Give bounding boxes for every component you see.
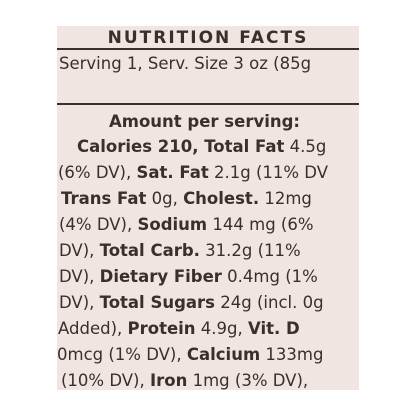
nutrient-line: DV), Dietary Fiber 0.4mg (1% xyxy=(59,266,318,288)
nutrient-value: (6% DV), xyxy=(58,163,137,182)
nutrient-line: 0mcg (1% DV), Calcium 133mg xyxy=(57,344,323,366)
nutrient-line: (6% DV), Sat. Fat 2.1g (11% DV xyxy=(58,162,328,184)
nutrient-line: Calories 210, Total Fat 4.5g xyxy=(77,136,326,158)
nutrient-value: 24g (incl. 0g xyxy=(215,293,324,312)
nutrient-name: Total Carb. xyxy=(99,241,200,260)
serving-rule xyxy=(57,103,359,105)
nutrient-value: DV), xyxy=(59,241,100,260)
nutrient-name: Trans Fat xyxy=(61,189,147,208)
title-rule xyxy=(57,48,359,50)
nutrient-line: Trans Fat 0g, Cholest. 12mg xyxy=(61,188,312,210)
nutrient-name: Calcium xyxy=(186,345,261,364)
nutrient-value: Added), xyxy=(58,319,128,338)
nutrient-name: Dietary Fiber xyxy=(99,267,222,286)
nutrient-value: (10% DV), xyxy=(61,371,150,390)
nutrient-value: 12mg xyxy=(259,189,312,208)
nutrient-value: DV), xyxy=(59,267,100,286)
nutrient-line: Added), Protein 4.9g, Vit. D xyxy=(58,318,300,340)
nutrient-value: DV), xyxy=(59,293,100,312)
nutrient-line: (4% DV), Sodium 144 mg (6% xyxy=(59,214,314,236)
nutrient-value: 133mg xyxy=(260,345,324,364)
nutrient-value: (4% DV), xyxy=(59,215,138,234)
nutrient-value: 0mcg (1% DV), xyxy=(57,345,187,364)
nutrient-value: 4.5g xyxy=(284,137,327,156)
nutrient-name: Sat. Fat xyxy=(136,163,209,182)
nutrient-value: 4.9g, xyxy=(195,319,248,338)
nutrient-name: Total Sugars xyxy=(99,293,215,312)
nutrient-value: 144 mg (6% xyxy=(207,215,314,234)
nutrient-name: Vit. D xyxy=(248,319,300,338)
nutrient-line: DV), Total Sugars 24g (incl. 0g xyxy=(59,292,324,314)
nutrient-name: Cholest. xyxy=(183,189,260,208)
nutrient-name: Sodium xyxy=(137,215,208,234)
nutrition-label: NUTRITION FACTS Serving 1, Serv. Size 3 … xyxy=(57,26,359,390)
amount-per-serving: Amount per serving: xyxy=(109,112,301,131)
nutrient-line: DV), Total Carb. 31.2g (11% xyxy=(59,240,301,262)
nutrient-value: 0.4mg (1% xyxy=(221,267,318,286)
nutrient-value: 2.1g (11% DV xyxy=(208,163,329,182)
nutrient-value: 1mg (3% DV), xyxy=(187,371,309,390)
nutrient-line: (10% DV), Iron 1mg (3% DV), xyxy=(61,370,308,390)
nutrient-value: 31.2g (11% xyxy=(199,241,301,260)
nutrient-name: Protein xyxy=(127,319,196,338)
nutrition-facts-title: NUTRITION FACTS xyxy=(107,28,309,48)
serving-line: Serving 1, Serv. Size 3 oz (85g xyxy=(59,54,312,73)
nutrient-value: 0g, xyxy=(146,189,184,208)
nutrient-name: Iron xyxy=(150,371,188,390)
nutrient-name: Calories 210, Total Fat xyxy=(77,137,285,156)
